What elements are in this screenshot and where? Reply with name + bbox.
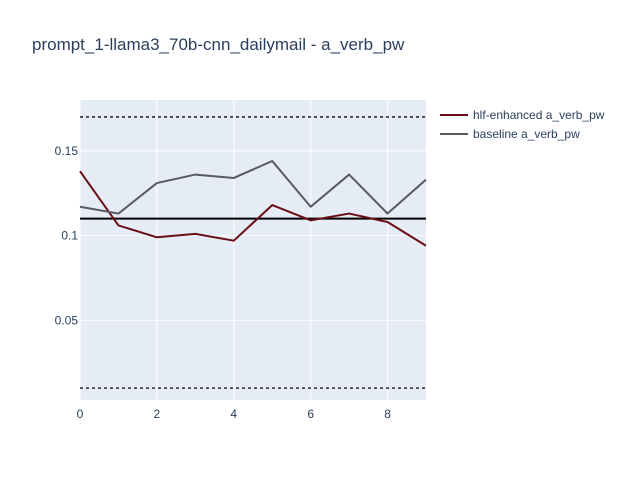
series-line-0 — [79, 170, 427, 247]
plot-area — [80, 100, 426, 400]
tick-labels: 0 2 4 6 8 0.05 0.1 0.15 — [55, 144, 392, 421]
x-tick-label: 6 — [307, 407, 314, 421]
legend-label: hlf-enhanced a_verb_pw — [473, 108, 605, 122]
x-tick-label: 4 — [230, 407, 237, 421]
y-tick-label: 0.15 — [55, 144, 79, 158]
y-tick-label: 0.1 — [61, 229, 78, 243]
x-tick-label: 0 — [77, 407, 84, 421]
gridlines — [79, 100, 426, 400]
y-tick-label: 0.05 — [55, 313, 79, 327]
legend[interactable]: hlf-enhanced a_verb_pw baseline a_verb_pw — [440, 108, 605, 141]
x-tick-label: 8 — [384, 407, 391, 421]
series-lines — [79, 160, 427, 247]
series-line-1 — [79, 160, 427, 215]
x-tick-label: 2 — [154, 407, 161, 421]
legend-label: baseline a_verb_pw — [473, 127, 580, 141]
chart-title: prompt_1-llama3_70b-cnn_dailymail - a_ve… — [32, 35, 405, 54]
